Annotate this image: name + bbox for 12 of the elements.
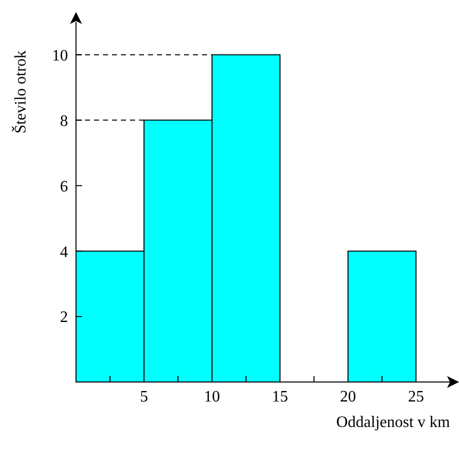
y-tick-label: 8 [60, 112, 68, 130]
y-axis-title: Število otrok [11, 50, 30, 134]
x-tick-label: 5 [140, 388, 148, 406]
x-tick-label: 10 [204, 388, 220, 406]
y-tick-label: 6 [60, 178, 68, 196]
y-tick-label: 2 [60, 309, 68, 326]
y-tick-label: 4 [60, 244, 68, 261]
x-tick-label: 25 [408, 388, 424, 406]
y-tick-label: 10 [52, 47, 68, 64]
x-tick-label: 20 [340, 388, 356, 406]
x-axis-title: Oddaljenost v km [336, 414, 451, 431]
x-tick-label: 15 [272, 388, 288, 406]
